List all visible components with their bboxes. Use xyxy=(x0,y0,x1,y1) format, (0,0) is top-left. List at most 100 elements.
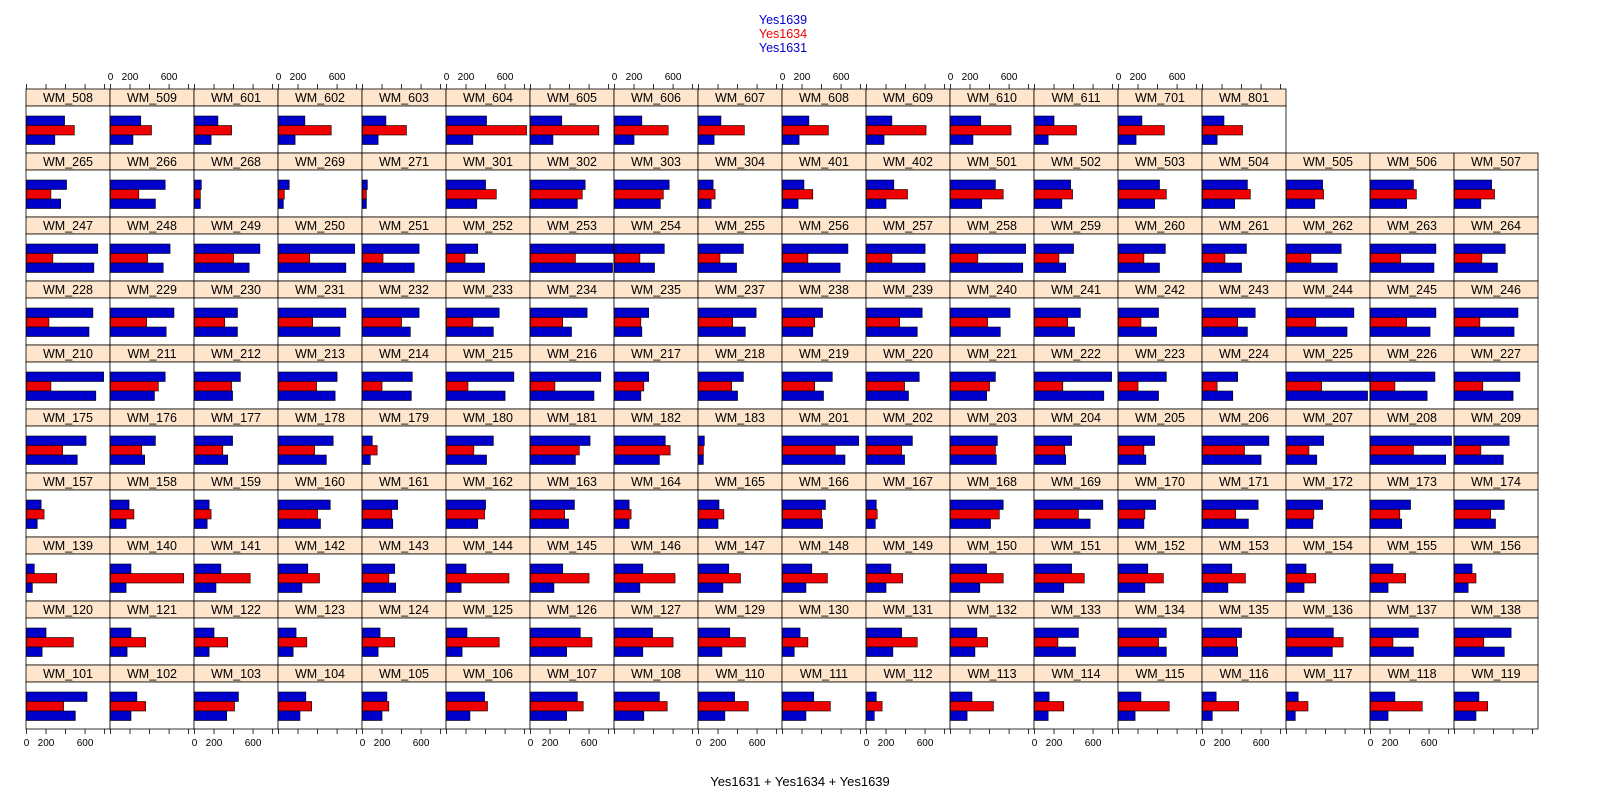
bar-yes1631 xyxy=(950,710,968,721)
panel-strip-label: WM_149 xyxy=(883,539,933,553)
bar-yes1634 xyxy=(1454,317,1481,328)
panel-wm-202: WM_202 xyxy=(865,408,951,474)
bar-yes1631 xyxy=(110,646,128,657)
panel-strip-label: WM_234 xyxy=(547,283,597,297)
panel-strip-label: WM_172 xyxy=(1303,475,1353,489)
bar-yes1639 xyxy=(1118,371,1167,382)
bar-yes1631 xyxy=(194,646,210,657)
bar-yes1631 xyxy=(278,134,296,145)
bar-yes1631 xyxy=(110,710,132,721)
bar-yes1639 xyxy=(950,115,982,126)
panel-strip-label: WM_606 xyxy=(631,91,681,105)
bar-yes1631 xyxy=(110,134,134,145)
bar-yes1631 xyxy=(1202,134,1218,145)
panel-wm-220: WM_220 xyxy=(865,344,951,410)
bar-yes1639 xyxy=(866,371,920,382)
panel-strip-label: WM_237 xyxy=(715,283,765,297)
bar-yes1639 xyxy=(614,627,653,638)
bar-yes1639 xyxy=(1370,499,1411,510)
panel-strip-label: WM_118 xyxy=(1387,667,1436,681)
bar-yes1631 xyxy=(26,582,33,593)
panel-wm-201: WM_201 xyxy=(781,408,867,474)
bar-yes1631 xyxy=(950,326,1001,337)
bar-yes1634 xyxy=(278,317,313,328)
bar-yes1639 xyxy=(782,627,801,638)
bar-yes1631 xyxy=(698,326,746,337)
bar-yes1634 xyxy=(1286,189,1324,200)
bar-yes1631 xyxy=(782,454,846,465)
bar-yes1634 xyxy=(1034,637,1059,648)
bar-yes1634 xyxy=(950,381,990,392)
panel-wm-601: WM_601 xyxy=(193,88,279,154)
bar-yes1639 xyxy=(446,307,500,318)
bar-yes1631 xyxy=(1118,518,1145,529)
bar-yes1634 xyxy=(1370,189,1417,200)
bar-yes1634 xyxy=(782,125,829,136)
bar-yes1639 xyxy=(26,179,67,190)
bar-yes1639 xyxy=(1454,371,1521,382)
panel-wm-134: WM_134 xyxy=(1117,600,1203,666)
bar-yes1639 xyxy=(1034,627,1079,638)
bar-yes1639 xyxy=(782,179,805,190)
panel-wm-143: WM_143 xyxy=(361,536,447,602)
panel-wm-252: WM_252 xyxy=(445,216,531,282)
panel-strip-label: WM_602 xyxy=(295,91,345,105)
panel-wm-255: WM_255 xyxy=(697,216,783,282)
bar-yes1631 xyxy=(446,326,494,337)
panel-wm-504: WM_504 xyxy=(1201,152,1287,218)
bar-yes1634 xyxy=(950,253,979,264)
panel-wm-204: WM_204 xyxy=(1033,408,1119,474)
bar-yes1639 xyxy=(1034,115,1055,126)
bar-yes1634 xyxy=(950,445,996,456)
bar-yes1634 xyxy=(1286,445,1310,456)
bar-yes1634 xyxy=(1202,381,1218,392)
panel-strip-label: WM_124 xyxy=(379,603,429,617)
bar-yes1631 xyxy=(614,198,661,209)
axis-tick-label: 600 xyxy=(665,72,682,83)
panel-strip-label: WM_221 xyxy=(967,347,1017,361)
panel-strip-label: WM_264 xyxy=(1471,219,1521,233)
bar-yes1631 xyxy=(1286,582,1305,593)
bar-yes1639 xyxy=(110,115,142,126)
bar-yes1634 xyxy=(866,573,903,584)
bar-yes1634 xyxy=(698,701,749,712)
bar-yes1639 xyxy=(1202,371,1238,382)
panel-wm-121: WM_121 xyxy=(109,600,195,666)
bar-yes1631 xyxy=(866,582,887,593)
bar-yes1639 xyxy=(446,243,479,254)
panel-strip-label: WM_214 xyxy=(379,347,429,361)
bar-yes1639 xyxy=(1118,115,1143,126)
bar-yes1634 xyxy=(782,445,836,456)
axis-tick-label: 600 xyxy=(497,72,514,83)
panel-wm-215: WM_215 xyxy=(445,344,531,410)
panel-wm-103: WM_103 xyxy=(193,664,279,730)
bar-yes1631 xyxy=(1286,390,1368,401)
bar-yes1639 xyxy=(362,563,396,574)
panel-strip-label: WM_231 xyxy=(295,283,345,297)
panel-strip-label: WM_218 xyxy=(715,347,765,361)
bar-yes1631 xyxy=(614,454,660,465)
panel-strip-label: WM_206 xyxy=(1219,411,1269,425)
bar-yes1634 xyxy=(1454,701,1489,712)
panel-wm-401: WM_401 xyxy=(781,152,867,218)
panel-wm-119: WM_119 xyxy=(1453,664,1539,730)
bar-yes1639 xyxy=(530,179,586,190)
bar-yes1639 xyxy=(1202,179,1248,190)
panel-strip-label: WM_174 xyxy=(1471,475,1521,489)
bar-yes1639 xyxy=(110,499,130,510)
bar-yes1631 xyxy=(698,454,704,465)
panel-strip-label: WM_150 xyxy=(967,539,1017,553)
bar-yes1634 xyxy=(362,125,407,136)
panel-wm-503: WM_503 xyxy=(1117,152,1203,218)
bar-yes1639 xyxy=(950,371,996,382)
bar-yes1631 xyxy=(110,198,156,209)
panel-strip-label: WM_260 xyxy=(1135,219,1185,233)
bar-yes1631 xyxy=(1286,198,1316,209)
bar-yes1639 xyxy=(362,627,381,638)
bar-yes1634 xyxy=(950,637,988,648)
bar-yes1631 xyxy=(698,710,726,721)
panel-strip-label: WM_258 xyxy=(967,219,1017,233)
panel-wm-158: WM_158 xyxy=(109,472,195,538)
bar-yes1631 xyxy=(1034,518,1091,529)
bar-yes1631 xyxy=(530,390,595,401)
